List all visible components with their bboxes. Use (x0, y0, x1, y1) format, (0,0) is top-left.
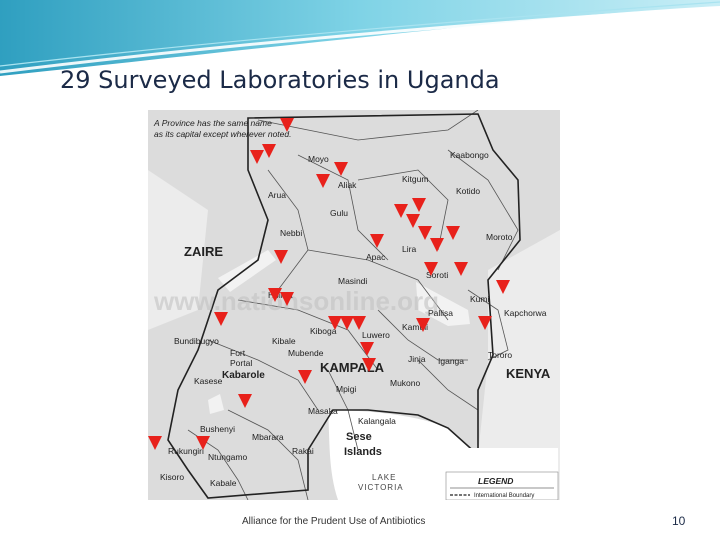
lab-marker (334, 162, 348, 176)
town-kabarole: Kabarole (222, 370, 265, 381)
lab-marker (424, 262, 438, 276)
header-swoosh (0, 0, 720, 76)
lab-marker (394, 204, 408, 218)
label-kenya: KENYA (506, 366, 551, 381)
town-fort-1: Fort (230, 348, 246, 358)
town-tororo: Tororo (488, 350, 512, 360)
town-fort-2: Portal (230, 358, 252, 368)
lab-marker (446, 226, 460, 240)
legend-title: LEGEND (478, 476, 513, 486)
town-kisoro: Kisoro (160, 472, 184, 482)
town-aliak: Aliak (338, 180, 357, 190)
town-bundibugyo: Bundibugyo (174, 336, 219, 346)
town-moroto: Moroto (486, 232, 513, 242)
town-kumi: Kumi (470, 294, 489, 304)
town-iganga: Iganga (438, 356, 464, 366)
town-ntungamo: Ntungamo (208, 452, 247, 462)
lab-marker (148, 436, 162, 450)
lab-marker (316, 174, 330, 188)
town-kibale: Kibale (272, 336, 296, 346)
lab-marker (340, 316, 354, 330)
town-lira: Lira (402, 244, 416, 254)
kenya-region (478, 230, 560, 500)
town-bushenyi: Bushenyi (200, 424, 235, 434)
uganda-border (167, 113, 521, 499)
town-jinja: Jinja (408, 354, 426, 364)
town-kabale: Kabale (210, 478, 237, 488)
lab-marker (298, 370, 312, 384)
town-kasese: Kasese (194, 376, 223, 386)
lab-marker (214, 312, 228, 326)
district-boundaries (187, 110, 519, 500)
lab-marker (412, 198, 426, 212)
town-arua: Arua (268, 190, 286, 200)
footer-text: Alliance for the Prudent Use of Antibiot… (242, 516, 426, 527)
town-mubende: Mubende (288, 348, 324, 358)
lab-marker (238, 394, 252, 408)
lake-edward (208, 394, 224, 414)
lab-marker (454, 262, 468, 276)
town-pallisa: Pallisa (428, 308, 453, 318)
town-kiboga: Kiboga (310, 326, 337, 336)
lake-albert (218, 250, 276, 292)
lab-marker (280, 118, 294, 132)
lab-marker (406, 214, 420, 228)
town-masaka: Masaka (308, 406, 338, 416)
town-gulu: Gulu (330, 208, 348, 218)
label-sese-2: Islands (344, 446, 382, 458)
label-lake: LAKE (372, 473, 396, 482)
page-number: 10 (672, 514, 686, 528)
lab-marker (352, 316, 366, 330)
town-labels: Kaabongo Moyo Aliak Kitgum Kotido Arua G… (160, 150, 547, 488)
map-note-line2: as its capital except wherever noted. (154, 129, 292, 139)
lab-marker (478, 316, 492, 330)
label-zaire: ZAIRE (184, 244, 223, 259)
town-apac: Apac (366, 252, 386, 262)
lake-kyoga (416, 282, 470, 326)
label-kampala: KAMPALA (320, 360, 385, 375)
slide-title: 29 Surveyed Laboratories in Uganda (60, 66, 500, 94)
town-rukungiri: Rukungiri (168, 446, 204, 456)
town-mbarara: Mbarara (252, 432, 284, 442)
town-soroti: Soroti (426, 270, 448, 280)
lab-marker (360, 342, 374, 356)
lab-markers (148, 118, 510, 450)
lab-marker (496, 280, 510, 294)
lab-marker (250, 150, 264, 164)
town-mpigi: Mpigi (336, 384, 356, 394)
town-kapchorwa: Kapchorwa (504, 308, 547, 318)
lab-marker (430, 238, 444, 252)
town-kamuli: Kamuli (402, 322, 428, 332)
label-victoria: VICTORIA (358, 483, 404, 492)
town-rakai: Rakai (292, 446, 314, 456)
town-luwero: Luwero (362, 330, 390, 340)
lab-marker (328, 316, 342, 330)
town-kalangala: Kalangala (358, 416, 396, 426)
lab-marker (268, 288, 282, 302)
town-nebbi: Nebbi (280, 228, 302, 238)
town-kotido: Kotido (456, 186, 480, 196)
lab-marker (196, 436, 210, 450)
lab-marker (370, 234, 384, 248)
lake-victoria (328, 410, 478, 500)
lab-marker (274, 250, 288, 264)
town-kitgum: Kitgum (402, 174, 428, 184)
map-note-line1: A Province has the same name (153, 118, 272, 128)
town-kaabongo: Kaabongo (450, 150, 489, 160)
lab-marker (416, 318, 430, 332)
lab-marker (418, 226, 432, 240)
uganda-map: A Province has the same name as its capi… (148, 110, 560, 500)
lab-marker (362, 358, 376, 372)
town-mukono: Mukono (390, 378, 421, 388)
legend-item: International Boundary (474, 493, 534, 499)
lab-marker (280, 292, 294, 306)
town-masindi: Masindi (338, 276, 367, 286)
zaire-region (148, 170, 208, 330)
watermark: www.nationsonline.org (153, 286, 439, 316)
label-sese-1: Sese (346, 431, 372, 443)
town-hoima: Hoima (268, 290, 293, 300)
town-moyo: Moyo (308, 154, 329, 164)
lab-marker (262, 144, 276, 158)
legend: LEGEND International Boundary (445, 448, 559, 500)
